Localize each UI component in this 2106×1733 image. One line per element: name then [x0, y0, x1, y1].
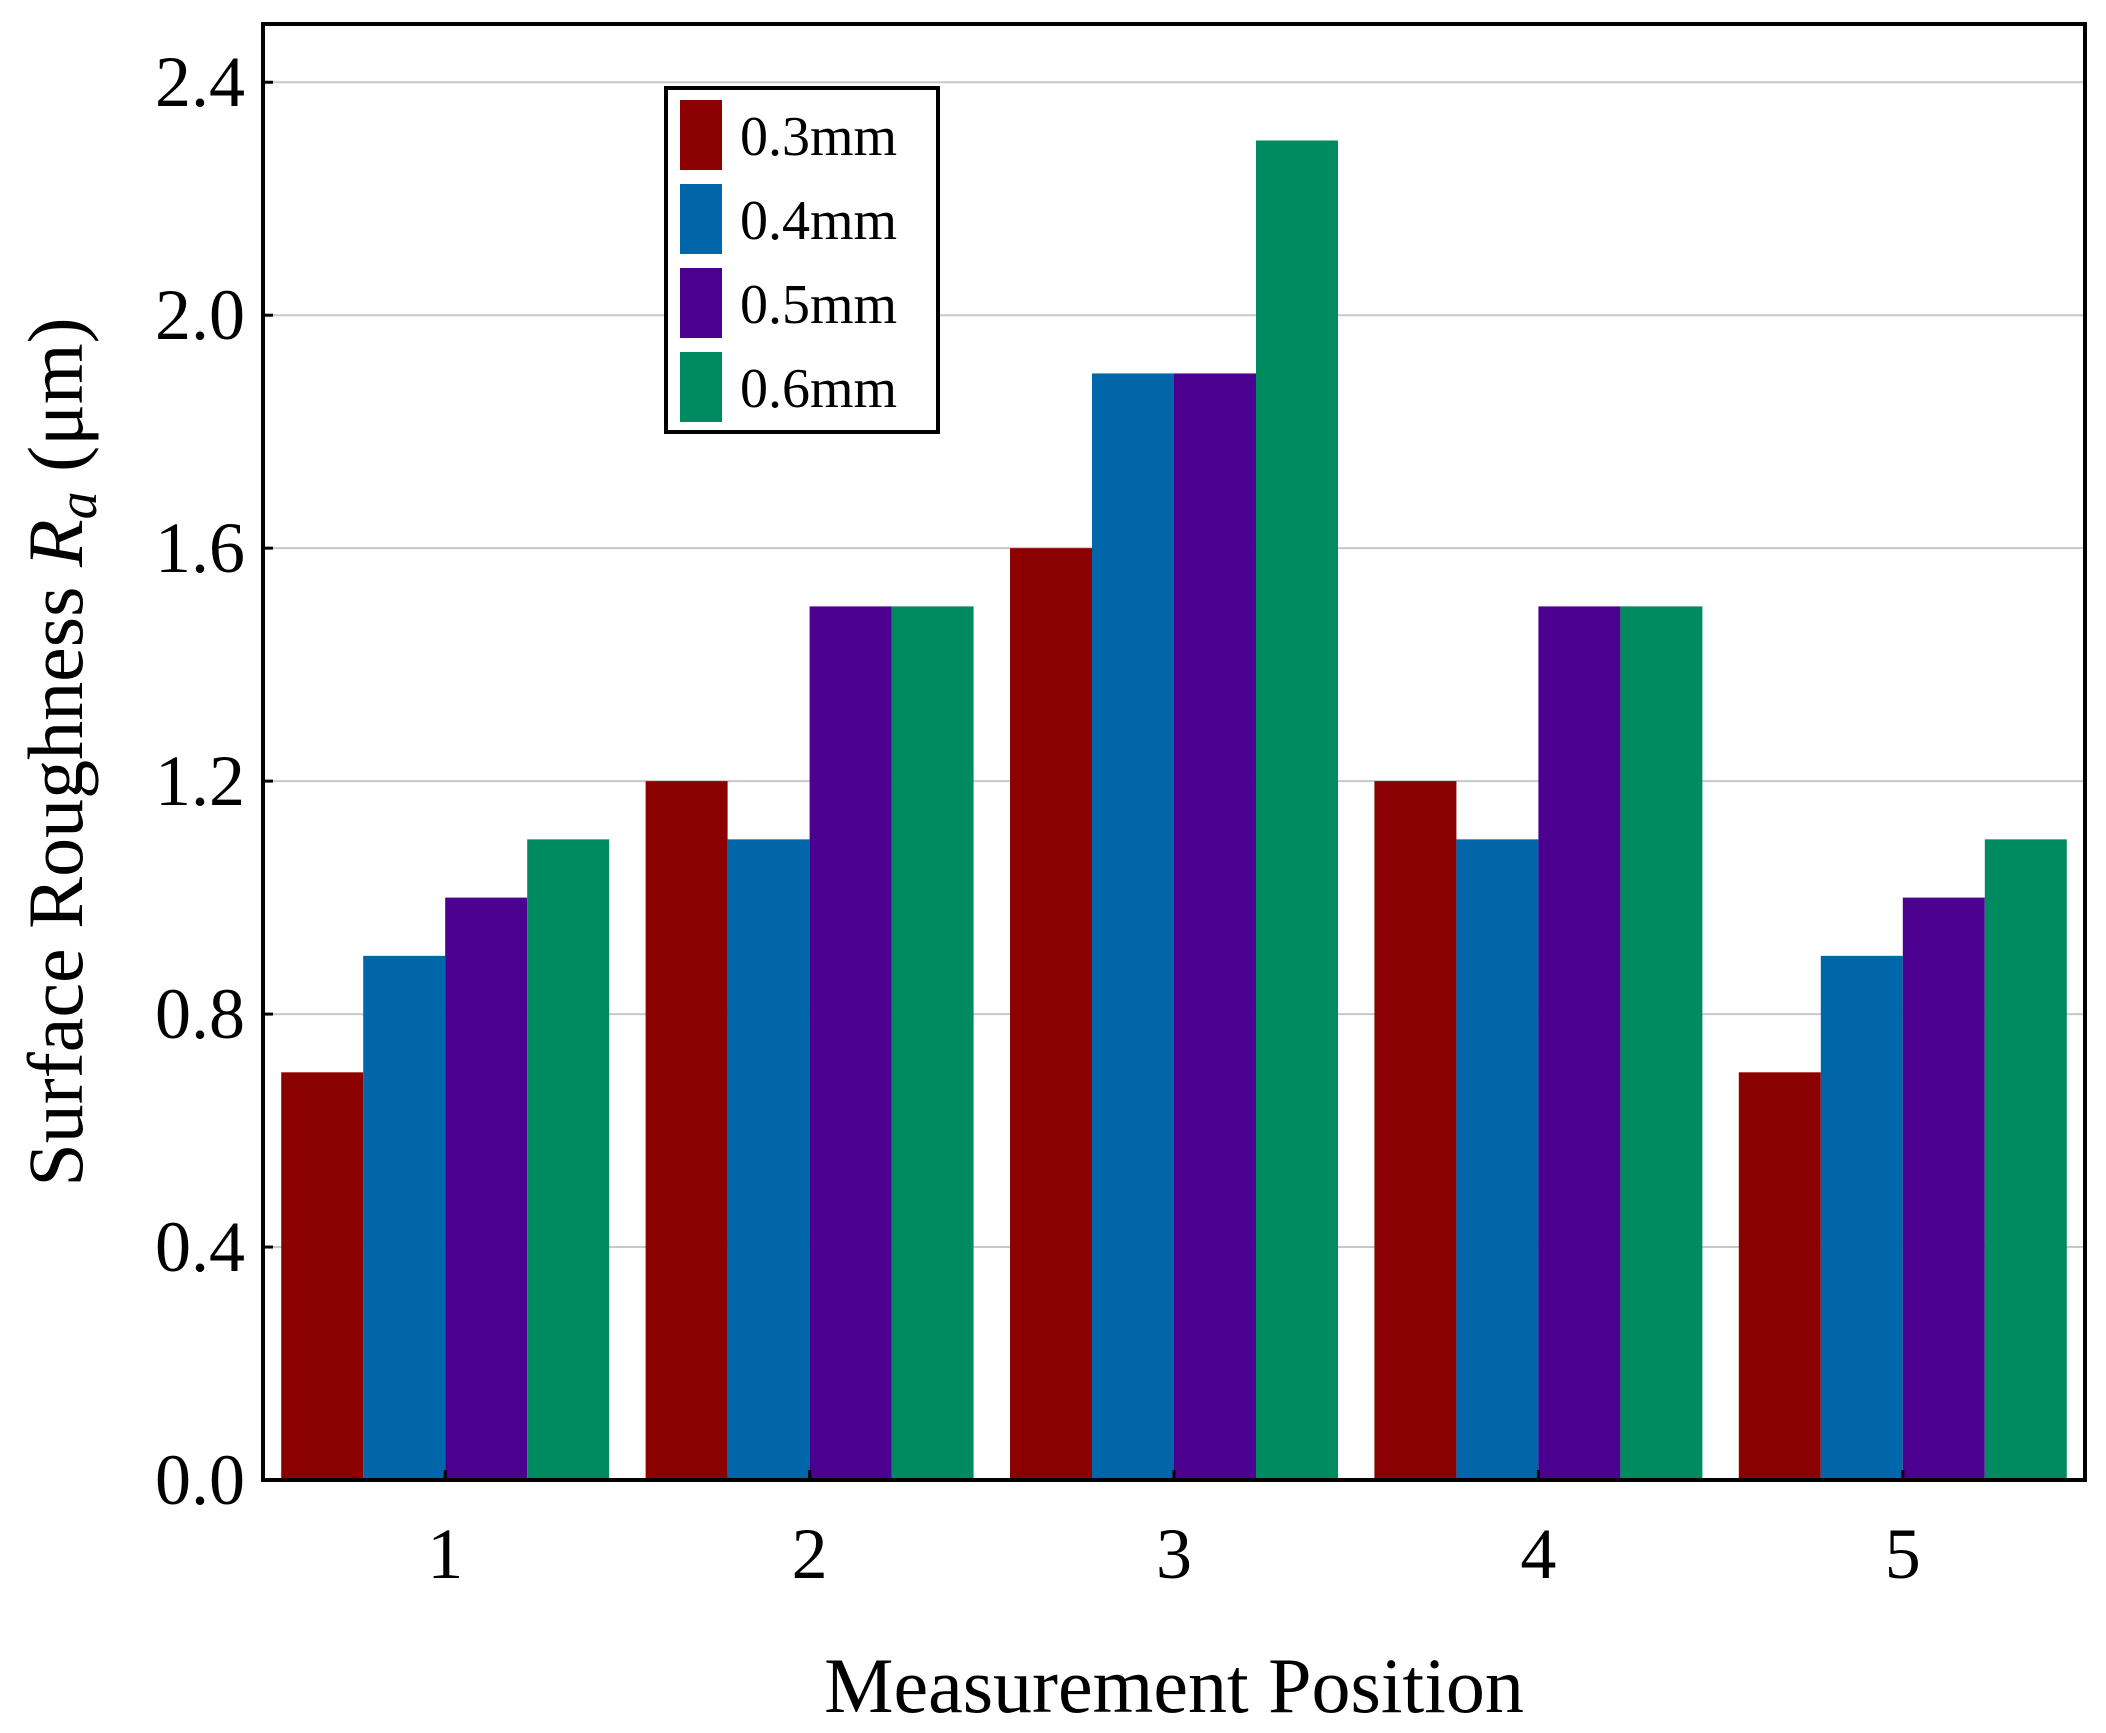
- y-ticks: 0.0 0.4 0.8 1.2 1.6 2.0 2.4: [155, 42, 273, 1520]
- legend-swatch: [680, 268, 722, 338]
- bar-04mm-pos2: [727, 839, 810, 1480]
- x-axis-title: Measurement Position: [824, 1642, 1524, 1729]
- y-tick-label: 0.4: [155, 1207, 245, 1287]
- bar-04mm-pos5: [1820, 955, 1903, 1480]
- y-axis-title-unit: (μm): [12, 317, 99, 491]
- bar-05mm-pos2: [809, 606, 892, 1480]
- bar-05mm-pos3: [1174, 373, 1256, 1481]
- legend: 0.3mm 0.4mm 0.5mm 0.6mm: [664, 86, 940, 434]
- bar-06mm-pos4: [1620, 606, 1703, 1480]
- y-tick-label: 1.6: [155, 508, 245, 588]
- legend-swatch: [680, 100, 722, 170]
- x-tick-label: 5: [1885, 1514, 1921, 1594]
- y-tick-label: 2.4: [155, 42, 245, 122]
- bar-06mm-pos3: [1255, 140, 1338, 1481]
- x-tick-label: 4: [1520, 1514, 1556, 1594]
- bar-03mm-pos2: [645, 781, 728, 1480]
- legend-label: 0.4mm: [740, 190, 897, 252]
- bar-03mm-pos4: [1374, 781, 1457, 1480]
- bar-05mm-pos5: [1902, 897, 1985, 1480]
- x-ticks: 1 2 3 4 5: [427, 1470, 1921, 1594]
- bar-06mm-pos2: [891, 606, 974, 1480]
- bar-03mm-pos5: [1738, 1072, 1821, 1480]
- legend-swatch: [680, 352, 722, 422]
- bar-04mm-pos3: [1092, 373, 1174, 1481]
- legend-swatch: [680, 184, 722, 254]
- y-axis-title-main: Surface Roughness: [12, 567, 99, 1187]
- y-tick-label: 0.8: [155, 974, 245, 1054]
- bars: [281, 140, 2067, 1481]
- bar-06mm-pos5: [1984, 839, 2067, 1480]
- bar-05mm-pos1: [445, 897, 528, 1480]
- legend-label: 0.3mm: [740, 106, 897, 168]
- bar-04mm-pos4: [1456, 839, 1539, 1480]
- legend-label: 0.5mm: [740, 274, 897, 336]
- y-axis-title-subscript: a: [47, 491, 109, 519]
- bar-06mm-pos1: [527, 839, 610, 1480]
- y-axis-title-variable: R: [12, 519, 99, 568]
- x-tick-label: 3: [1156, 1514, 1192, 1594]
- y-tick-label: 0.0: [155, 1440, 245, 1520]
- legend-label: 0.6mm: [740, 358, 897, 420]
- y-tick-label: 2.0: [155, 275, 245, 355]
- bar-03mm-pos1: [281, 1072, 364, 1480]
- bar-05mm-pos4: [1538, 606, 1621, 1480]
- y-axis-title: Surface Roughness Ra (μm): [12, 317, 109, 1186]
- x-tick-label: 1: [427, 1514, 463, 1594]
- bar-04mm-pos1: [363, 955, 446, 1480]
- x-tick-label: 2: [792, 1514, 828, 1594]
- bar-03mm-pos3: [1010, 548, 1093, 1480]
- y-tick-label: 1.2: [155, 741, 245, 821]
